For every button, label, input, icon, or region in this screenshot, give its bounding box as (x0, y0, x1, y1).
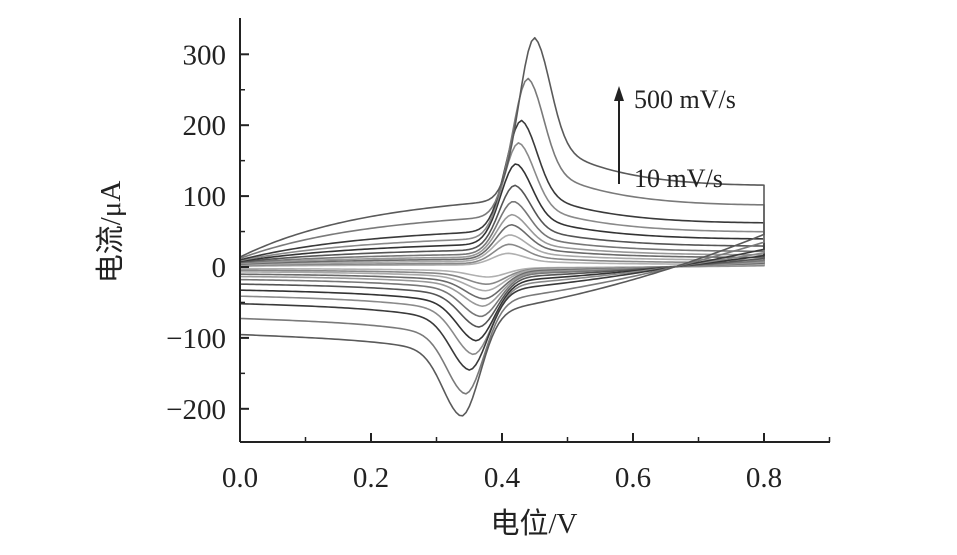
axes (239, 18, 830, 443)
cv-curve (239, 213, 765, 308)
x-tick-label: 0.8 (746, 462, 782, 494)
y-tick-label: 0 (212, 252, 227, 284)
y-axis-title: 电流/μA (94, 181, 127, 284)
axis-ticks: 0.0 0.2 0.4 0.6 0.8 −200 −100 0 100 200 300 (166, 39, 831, 494)
scan-rate-annotation: 500 mV/s 10 mV/s (614, 85, 736, 193)
x-tick-label: 0.6 (615, 462, 651, 494)
cv-curve (239, 163, 765, 342)
y-tick-label: −100 (166, 323, 226, 355)
scan-rate-arrow-head (614, 86, 624, 101)
x-axis-title: 电位/V (490, 507, 577, 540)
cv-curve (239, 36, 765, 417)
cv-curve (239, 184, 765, 328)
y-tick-label: 100 (183, 181, 227, 213)
cv-curve (239, 119, 765, 371)
cv-curve (239, 142, 765, 356)
y-tick-label: 300 (183, 39, 227, 71)
cv-curve (239, 234, 765, 292)
x-tick-label: 0.2 (353, 462, 389, 494)
y-tick-label: 200 (183, 110, 227, 142)
cv-curve (239, 77, 765, 395)
y-tick-label: −200 (166, 394, 226, 426)
cv-curve (239, 243, 765, 286)
arrow-top-label: 500 mV/s (634, 85, 736, 114)
cv-curves (239, 36, 765, 417)
cv-curve (239, 200, 765, 318)
arrow-bottom-label: 10 mV/s (634, 164, 723, 193)
x-tick-label: 0.0 (222, 462, 258, 494)
cv-curve (239, 223, 765, 300)
x-tick-label: 0.4 (484, 462, 521, 494)
